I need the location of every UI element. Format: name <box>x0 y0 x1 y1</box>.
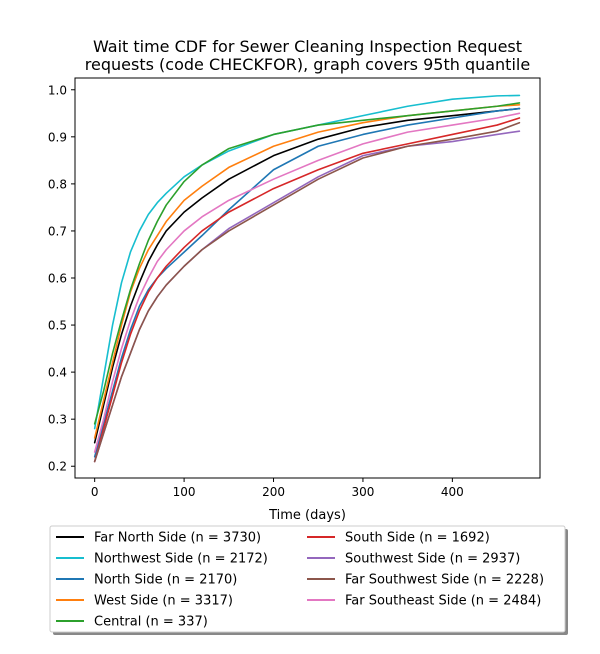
series-line-0 <box>93 107 521 444</box>
x-tick-label-0: 0 <box>91 485 99 499</box>
legend-label-5: South Side (n = 1692) <box>345 531 490 546</box>
x-tick-label-4: 400 <box>441 485 464 499</box>
chart-title-line-2: requests (code CHECKFOR), graph covers 9… <box>85 55 530 74</box>
legend-label-1: Northwest Side (n = 2172) <box>94 552 268 567</box>
x-axis-label: Time (days) <box>268 508 346 523</box>
y-tick-label-2: 0.4 <box>48 366 67 380</box>
x-tick-label-1: 100 <box>173 485 196 499</box>
legend-label-7: Far Southwest Side (n = 2228) <box>345 573 544 588</box>
legend-label-2: North Side (n = 2170) <box>94 573 237 588</box>
y-tick-label-6: 0.8 <box>48 177 67 191</box>
y-tick-label-5: 0.7 <box>48 224 67 238</box>
legend-label-0: Far North Side (n = 3730) <box>94 531 261 546</box>
y-tick-label-7: 0.9 <box>48 130 67 144</box>
plot-layer: 0 100 200 300 400 0.2 0.3 0.4 0.5 0.6 0.7 0.8 0.9 1.0 <box>48 77 541 499</box>
series-line-7 <box>93 121 521 463</box>
series-line-5 <box>93 117 521 463</box>
y-tick-label-3: 0.5 <box>48 319 67 333</box>
y-tick-label-4: 0.6 <box>48 272 67 286</box>
legend-label-6: Southwest Side (n = 2937) <box>345 552 520 567</box>
legend-label-4: Central (n = 337) <box>94 615 208 630</box>
series-line-4 <box>93 102 521 425</box>
series-line-8 <box>93 112 521 453</box>
series-line-2 <box>93 107 521 458</box>
legend-label-8: Far Southeast Side (n = 2484) <box>345 594 541 609</box>
y-tick-label-8: 1.0 <box>48 83 67 97</box>
x-tick-label-3: 300 <box>351 485 374 499</box>
series-line-1 <box>93 94 521 430</box>
series-line-3 <box>93 104 521 439</box>
legend: Far North Side (n = 3730) Northwest Side … <box>49 525 568 635</box>
y-tick-label-0: 0.2 <box>48 460 67 474</box>
legend-label-3: West Side (n = 3317) <box>94 594 233 609</box>
y-tick-label-1: 0.3 <box>48 413 67 427</box>
chart-title-line-1: Wait time CDF for Sewer Cleaning Inspect… <box>93 37 522 56</box>
x-tick-label-2: 200 <box>262 485 285 499</box>
